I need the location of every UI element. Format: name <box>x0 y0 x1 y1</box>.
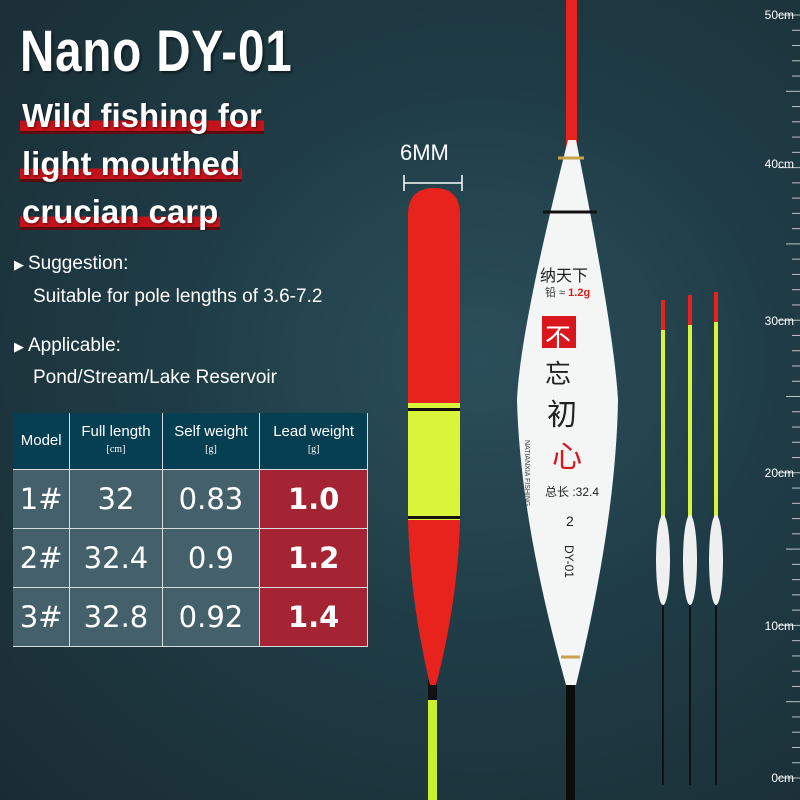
cell-lead-weight: 1.4 <box>259 587 368 647</box>
float-brand-en: NATIANXIA FISHING <box>523 440 530 507</box>
suggestion-label: Suggestion: <box>28 253 129 274</box>
small-floats <box>656 292 723 785</box>
header-full-length: Full length [cm] <box>69 413 163 470</box>
cell-model: 1# <box>13 469 71 529</box>
cell-lead-weight: 1.2 <box>259 528 368 588</box>
float-length: 总长 :32.4 <box>545 485 600 499</box>
dimension-marker <box>403 175 463 191</box>
triangle-bullet-icon: ▶ <box>14 339 24 354</box>
applicable-heading: ▶ Applicable: <box>14 335 121 357</box>
main-float <box>517 0 618 800</box>
logo-char-4: 心 <box>552 441 582 474</box>
cell-self-weight: 0.83 <box>161 469 261 529</box>
ruler-label-0: 0cm <box>771 771 794 785</box>
applicable-label: Applicable: <box>28 335 121 356</box>
float-model: DY-01 <box>562 545 576 578</box>
ruler-label-20: 20cm <box>764 466 794 480</box>
dimension-label: 6MM <box>400 140 449 165</box>
cell-model: 3# <box>13 587 71 647</box>
applicable-text: Pond/Stream/Lake Reservoir <box>33 367 277 388</box>
header-model: Model <box>13 413 71 470</box>
logo-char-3: 初 <box>547 399 577 432</box>
subtitle-line-3: crucian carp <box>20 193 221 230</box>
ruler-label-50: 50cm <box>764 8 794 22</box>
ruler-label-30: 30cm <box>764 314 794 328</box>
float-number: 2 <box>566 513 574 529</box>
subtitle-line-1: Wild fishing for <box>20 97 264 134</box>
cell-length: 32 <box>69 469 163 529</box>
cell-lead-weight: 1.0 <box>259 469 368 529</box>
header-lead-weight: Lead weight [g] <box>259 413 368 470</box>
cell-self-weight: 0.92 <box>161 587 261 647</box>
cell-model: 2# <box>13 528 71 588</box>
header-self-weight: Self weight [g] <box>161 413 261 470</box>
cell-length: 32.4 <box>69 528 163 588</box>
subtitle-line-2: light mouthed <box>20 145 243 182</box>
table-row: 3# 32.8 0.92 1.4 <box>13 587 368 647</box>
logo-char-1: 不 <box>545 323 572 353</box>
ruler-ticks <box>778 14 800 779</box>
table-header-row: Model Full length [cm] Self weight [g] Lea… <box>13 413 368 470</box>
triangle-bullet-icon: ▶ <box>14 257 24 272</box>
product-title: Nano DY-01 <box>20 19 293 84</box>
table-row: 1# 32 0.83 1.0 <box>13 469 368 529</box>
cell-length: 32.8 <box>69 587 163 647</box>
ruler-label-40: 40cm <box>764 157 794 171</box>
ruler-label-10: 10cm <box>764 619 794 633</box>
large-float-closeup <box>408 188 460 800</box>
suggestion-heading: ▶ Suggestion: <box>14 253 128 275</box>
cell-self-weight: 0.9 <box>161 528 261 588</box>
float-brand-cn: 纳天下 <box>540 268 589 285</box>
float-lead: 铅 ≈ 1.2g <box>545 287 591 299</box>
logo-char-2: 忘 <box>545 359 572 389</box>
table-row: 2# 32.4 0.9 1.2 <box>13 528 368 588</box>
suggestion-text: Suitable for pole lengths of 3.6-7.2 <box>33 286 323 307</box>
spec-table: Model Full length [cm] Self weight [g] Lea… <box>13 413 368 647</box>
